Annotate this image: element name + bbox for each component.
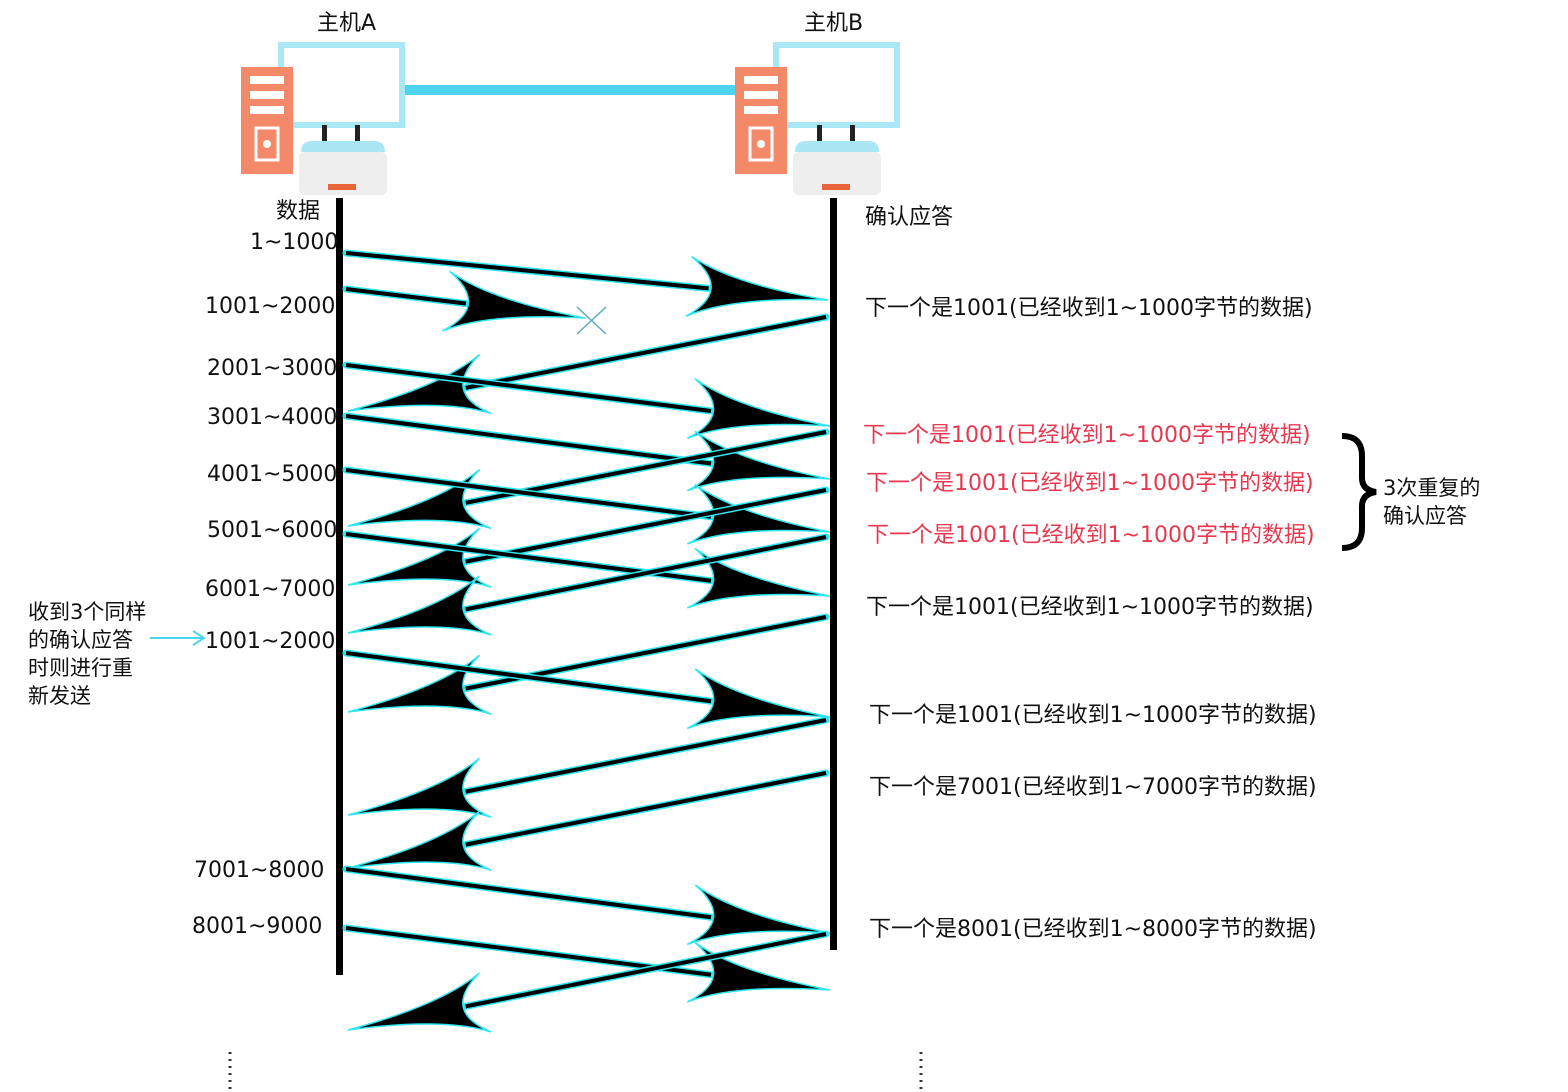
- host-b-computer-icon: [735, 42, 900, 195]
- lost-data-arrow: [342, 270, 586, 332]
- retransmit-pointer-arrow: [150, 630, 206, 646]
- host-b-timeline: [830, 198, 837, 950]
- arrows-layer: [342, 249, 831, 1033]
- host-a-timeline: [336, 198, 343, 975]
- duplicate-ack-note: 3次重复的 确认应答: [1383, 476, 1481, 528]
- ack-arrow: [347, 533, 830, 636]
- ack-arrow: [347, 769, 830, 871]
- ack-label: 下一个是1001(已经收到1~1000字节的数据): [869, 703, 1317, 728]
- host-a-computer-icon: [241, 42, 405, 195]
- lost-packet-x-icon: [576, 306, 607, 335]
- segment-label-retransmit: 1001~2000: [205, 629, 336, 654]
- retransmit-note: 收到3个同样 的确认应答 时则进行重 新发送: [28, 600, 147, 708]
- duplicate-ack-brace: [1341, 433, 1377, 551]
- data-arrow: [342, 361, 831, 439]
- ack-label: 下一个是7001(已经收到1~7000字节的数据): [869, 775, 1317, 800]
- data-arrow: [342, 649, 831, 730]
- data-arrow: [342, 865, 831, 946]
- segment-label: 3001~4000: [207, 405, 338, 430]
- segment-label: 6001~7000: [205, 577, 336, 602]
- host-b-label: 主机B: [804, 11, 864, 36]
- segment-label: 7001~8000: [194, 858, 325, 883]
- ack-label: 下一个是1001(已经收到1~1000字节的数据): [865, 296, 1313, 321]
- segment-label: 4001~5000: [207, 462, 338, 487]
- segment-label: 8001~9000: [192, 914, 323, 939]
- host-a-label: 主机A: [317, 11, 377, 36]
- data-arrow: [342, 412, 831, 492]
- ack-arrow: [347, 486, 830, 588]
- segment-label: 1~1000: [250, 230, 339, 255]
- ack-label-duplicate: 下一个是1001(已经收到1~1000字节的数据): [866, 471, 1314, 496]
- ack-label: 下一个是1001(已经收到1~1000字节的数据): [866, 595, 1314, 620]
- data-arrow: [342, 924, 831, 1003]
- segment-label: 5001~6000: [207, 518, 338, 543]
- ack-label-duplicate: 下一个是1001(已经收到1~1000字节的数据): [867, 523, 1315, 548]
- segment-label: 2001~3000: [207, 356, 338, 381]
- data-arrow: [342, 249, 829, 317]
- ack-arrow: [347, 716, 830, 818]
- data-arrow: [342, 466, 831, 545]
- sender-column-header: 数据: [276, 199, 321, 224]
- ack-arrow: [347, 313, 830, 415]
- ack-label: 下一个是8001(已经收到1~8000字节的数据): [869, 917, 1317, 942]
- ack-label-duplicate: 下一个是1001(已经收到1~1000字节的数据): [863, 423, 1311, 448]
- segment-label: 1001~2000: [205, 294, 336, 319]
- receiver-column-header: 确认应答: [865, 205, 954, 230]
- ack-arrow: [347, 930, 830, 1033]
